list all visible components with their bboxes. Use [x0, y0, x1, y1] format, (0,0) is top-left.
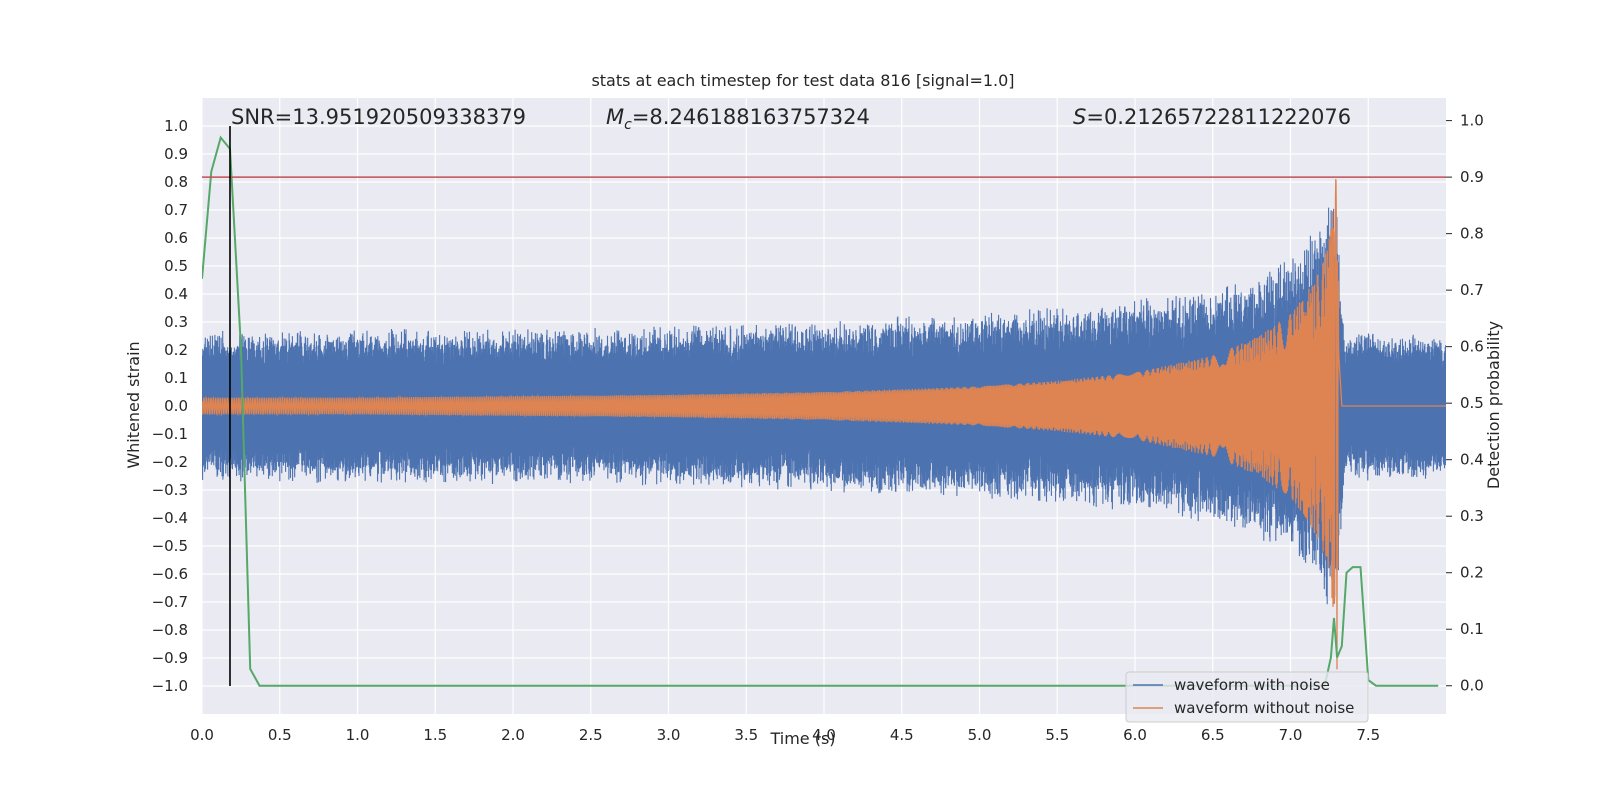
y-tick-label: −0.6 — [152, 565, 188, 583]
y-tick-label: 0.2 — [164, 341, 188, 359]
y-tick-label: −0.5 — [152, 537, 188, 555]
y2-tick-label: 0.2 — [1460, 564, 1484, 582]
y-axis-label: Whitened strain — [124, 341, 143, 468]
y2-tick-label: 0.6 — [1460, 338, 1484, 356]
y-tick-label: 0.6 — [164, 229, 188, 247]
y-tick-label: −0.1 — [152, 425, 188, 443]
y-tick-label: 0.3 — [164, 313, 188, 331]
x-tick-label: 7.5 — [1356, 726, 1380, 744]
y2-axis-label: Detection probability — [1484, 321, 1503, 489]
y-tick-label: 0.5 — [164, 257, 188, 275]
y-tick-label: −1.0 — [152, 677, 188, 695]
x-tick-label: 2.0 — [501, 726, 525, 744]
x-tick-label: 5.5 — [1045, 726, 1069, 744]
y2-tick-label: 0.9 — [1460, 168, 1484, 186]
chirp-mass-annotation: Mc=8.246188163757324 — [606, 105, 870, 133]
y2-tick-label: 0.5 — [1460, 394, 1484, 412]
x-tick-label: 1.0 — [346, 726, 370, 744]
snr-annotation: SNR=13.951920509338379 — [231, 105, 526, 129]
y-tick-label: 0.4 — [164, 285, 188, 303]
y-tick-label: 0.1 — [164, 369, 188, 387]
x-tick-label: 0.5 — [268, 726, 292, 744]
y2-tick-label: 0.1 — [1460, 620, 1484, 638]
chirp-mass-subscript: c — [624, 117, 632, 133]
y-tick-label: −0.7 — [152, 593, 188, 611]
x-tick-label: 6.0 — [1123, 726, 1147, 744]
legend: waveform with noise waveform without noi… — [1125, 671, 1369, 723]
y-tick-label: 0.7 — [164, 201, 188, 219]
y-tick-label: −0.9 — [152, 649, 188, 667]
chart-title: stats at each timestep for test data 816… — [591, 71, 1014, 90]
y-tick-label: 0.0 — [164, 397, 188, 415]
legend-label-clean: waveform without noise — [1174, 699, 1354, 717]
y2-tick-label: 0.0 — [1460, 677, 1484, 695]
x-tick-label: 4.0 — [812, 726, 836, 744]
x-tick-label: 3.5 — [734, 726, 758, 744]
x-tick-label: 1.5 — [423, 726, 447, 744]
x-tick-label: 7.0 — [1279, 726, 1303, 744]
y2-tick-label: 0.8 — [1460, 225, 1484, 243]
legend-label-noise: waveform with noise — [1174, 676, 1330, 694]
series-waveform-with-noise — [202, 207, 1446, 605]
y-tick-label: 1.0 — [164, 117, 188, 135]
x-tick-label: 5.0 — [968, 726, 992, 744]
x-tick-label: 2.5 — [579, 726, 603, 744]
y-tick-label: −0.8 — [152, 621, 188, 639]
y2-tick-label: 0.7 — [1460, 281, 1484, 299]
x-axis-label: Time (s) — [769, 729, 835, 748]
x-tick-label: 0.0 — [190, 726, 214, 744]
y2-tick-label: 1.0 — [1460, 112, 1484, 130]
s-symbol: S — [1073, 105, 1086, 129]
x-tick-label: 3.0 — [657, 726, 681, 744]
reference-lines — [202, 126, 1446, 686]
chirp-mass-symbol: M — [606, 105, 624, 129]
y-tick-label: −0.4 — [152, 509, 188, 527]
legend-box — [1125, 671, 1369, 723]
chirp-mass-value: =8.246188163757324 — [632, 105, 870, 129]
series-waveform-without-noise — [202, 178, 1446, 670]
y-tick-label: 0.9 — [164, 145, 188, 163]
ticks: 0.0 0.5 1.0 1.5 2.0 2.5 3.0 3.5 4.0 4.5 5.0 5.5 6.0 6… — [152, 112, 1484, 744]
y2-tick-label: 0.3 — [1460, 507, 1484, 525]
y-tick-label: −0.2 — [152, 453, 188, 471]
s-annotation: S=0.21265722811222076 — [1073, 105, 1351, 129]
y-tick-label: 0.8 — [164, 173, 188, 191]
s-value: =0.21265722811222076 — [1086, 105, 1351, 129]
y-tick-label: −0.3 — [152, 481, 188, 499]
y2-tick-label: 0.4 — [1460, 451, 1484, 469]
x-tick-label: 4.5 — [890, 726, 914, 744]
x-tick-label: 6.5 — [1201, 726, 1225, 744]
